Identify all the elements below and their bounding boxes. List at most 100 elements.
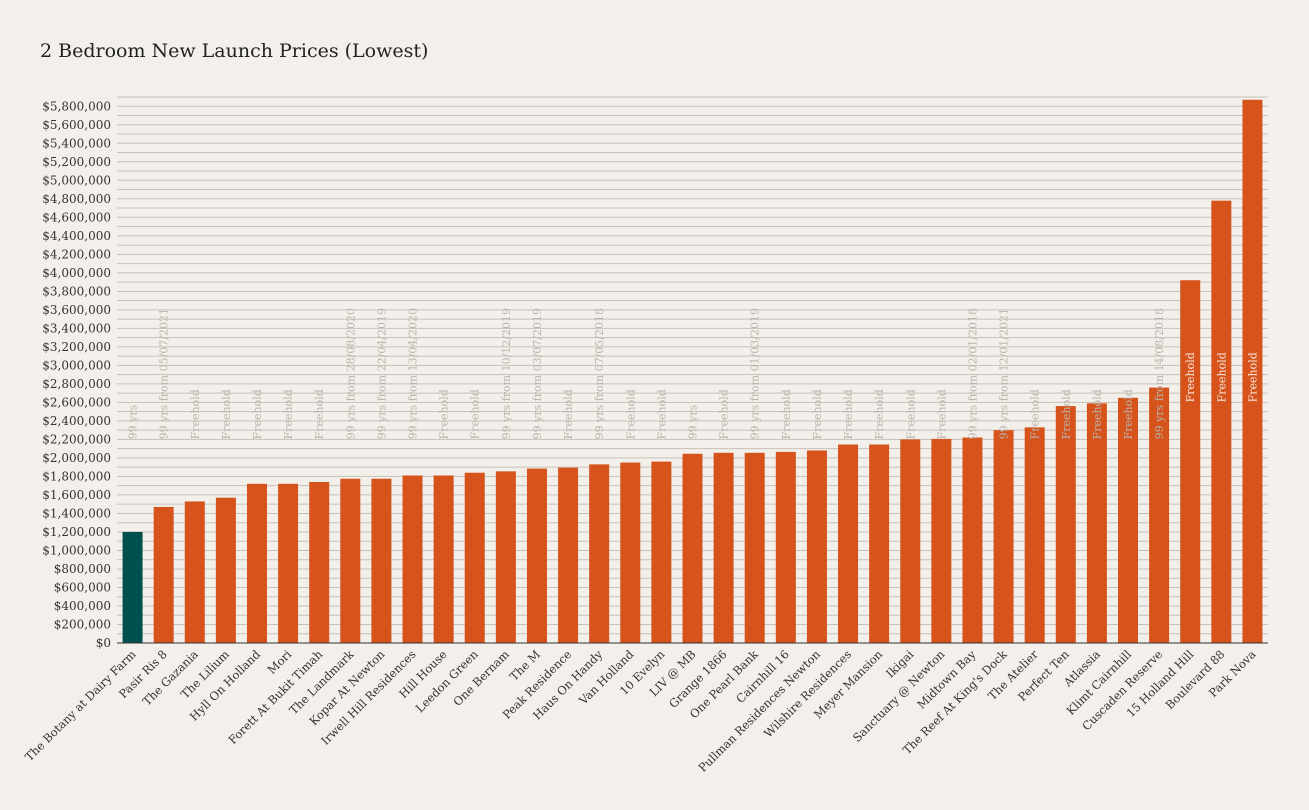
bar-tenure-label: 99 yrs [127, 404, 140, 439]
bar [1086, 403, 1107, 643]
bar-tenure-label: Freehold [1060, 389, 1073, 439]
bar [309, 481, 330, 643]
y-tick-label: $5,200,000 [42, 155, 111, 169]
bar-tenure-label: 99 yrs from 14/08/2018 [1153, 308, 1166, 439]
bar [1055, 406, 1076, 643]
y-tick-label: $3,400,000 [42, 321, 111, 335]
y-tick-label: $800,000 [54, 562, 111, 576]
bar-tenure-label: Freehold [904, 389, 917, 439]
y-tick-label: $3,600,000 [42, 303, 111, 317]
bar [464, 472, 485, 643]
bar-tenure-label: Freehold [469, 389, 482, 439]
y-tick-label: $1,600,000 [42, 488, 111, 502]
bar [900, 439, 921, 643]
bars [122, 99, 1263, 644]
y-tick-label: $2,800,000 [42, 377, 111, 391]
bar [1024, 427, 1045, 643]
bar [402, 475, 423, 643]
bar [1242, 99, 1263, 644]
chart-title: 2 Bedroom New Launch Prices (Lowest) [40, 40, 429, 62]
y-tick-label: $200,000 [54, 617, 111, 631]
y-tick-label: $600,000 [54, 580, 111, 594]
bar [744, 452, 765, 643]
y-tick-label: $1,000,000 [42, 543, 111, 557]
bar [153, 506, 174, 643]
bar [1149, 387, 1170, 643]
y-tick-label: $5,400,000 [42, 136, 111, 150]
y-tick-label: $4,800,000 [42, 192, 111, 206]
y-tick-label: $4,400,000 [42, 229, 111, 243]
y-tick-label: $3,800,000 [42, 284, 111, 298]
bar-tenure-label: Freehold [1091, 389, 1104, 439]
bar [278, 483, 299, 643]
bar-tenure-label: Freehold [1215, 352, 1228, 402]
bar [495, 471, 516, 643]
bar-tenure-label: 99 yrs from 22/04/2019 [375, 308, 388, 439]
bar-tenure-label: Freehold [624, 389, 637, 439]
bar [993, 430, 1014, 643]
y-tick-label: $2,600,000 [42, 395, 111, 409]
y-tick-label: $400,000 [54, 599, 111, 613]
bar-tenure-label: Freehold [282, 389, 295, 439]
bar [713, 452, 734, 643]
y-tick-label: $1,200,000 [42, 525, 111, 539]
bar [122, 531, 143, 643]
y-tick-label: $1,400,000 [42, 506, 111, 520]
bar-tenure-label: 99 yrs from 03/07/2019 [531, 308, 544, 439]
bar [433, 475, 454, 643]
bar-tenure-labels: 99 yrs 99 yrs from 05/07/2021 Freehold Free… [127, 308, 1260, 439]
x-tick-label: The Botany at Dairy Farm [22, 647, 139, 764]
y-tick-label: $4,600,000 [42, 210, 111, 224]
y-tick-label: $4,000,000 [42, 266, 111, 280]
bar-tenure-label: Freehold [655, 389, 668, 439]
bar [215, 497, 236, 643]
bar-tenure-label: 99 yrs from 02/01/2018 [966, 308, 979, 439]
bar [1180, 280, 1201, 643]
y-tick-label: $2,000,000 [42, 451, 111, 465]
bar-tenure-label: Freehold [811, 389, 824, 439]
bar [806, 450, 827, 643]
bar [340, 478, 361, 643]
bar-tenure-label: 99 yrs from 28/08/2020 [344, 308, 357, 439]
bar-tenure-label: Freehold [220, 389, 233, 439]
y-tick-label: $2,400,000 [42, 414, 111, 428]
bar [184, 501, 205, 643]
bar-tenure-label: Freehold [842, 389, 855, 439]
bar-tenure-label: Freehold [873, 389, 886, 439]
bar-tenure-label: Freehold [718, 389, 731, 439]
bar [1211, 200, 1232, 643]
bar-tenure-label: Freehold [1029, 389, 1042, 439]
y-tick-label: $3,200,000 [42, 340, 111, 354]
bar [869, 444, 890, 643]
bar [371, 478, 392, 643]
bar-tenure-label: 99 yrs from 10/12/2019 [500, 308, 513, 439]
bar [682, 453, 703, 643]
bar [838, 444, 859, 643]
bar [589, 464, 610, 643]
y-tick-label: $4,200,000 [42, 247, 111, 261]
bar-tenure-label: 99 yrs [687, 404, 700, 439]
bar [962, 437, 983, 643]
bar-tenure-label: Freehold [780, 389, 793, 439]
bar-tenure-label: Freehold [1246, 352, 1259, 402]
bar-tenure-label: 99 yrs from 05/07/2021 [158, 308, 171, 439]
bar [1118, 397, 1139, 643]
y-tick-label: $5,800,000 [42, 99, 111, 113]
bar-tenure-label: 99 yrs from 12/01/2021 [998, 308, 1011, 439]
y-axis: $0 $200,000 $400,000 $600,000 $800,000 $1,000… [42, 99, 111, 650]
bar [651, 461, 672, 643]
y-tick-label: $2,200,000 [42, 432, 111, 446]
bar [526, 468, 547, 643]
y-tick-label: $1,800,000 [42, 469, 111, 483]
bar-tenure-label: Freehold [251, 389, 264, 439]
bar-tenure-label: 99 yrs from 01/03/2019 [749, 308, 762, 439]
y-tick-label: $0 [96, 636, 111, 650]
bar-tenure-label: Freehold [1122, 389, 1135, 439]
bar-tenure-label: 99 yrs from 13/04/2020 [407, 308, 420, 439]
bar-tenure-label: Freehold [313, 389, 326, 439]
bar-tenure-label: Freehold [438, 389, 451, 439]
bar-tenure-label: Freehold [562, 389, 575, 439]
bar-tenure-label: 99 yrs from 07/05/2018 [593, 308, 606, 439]
